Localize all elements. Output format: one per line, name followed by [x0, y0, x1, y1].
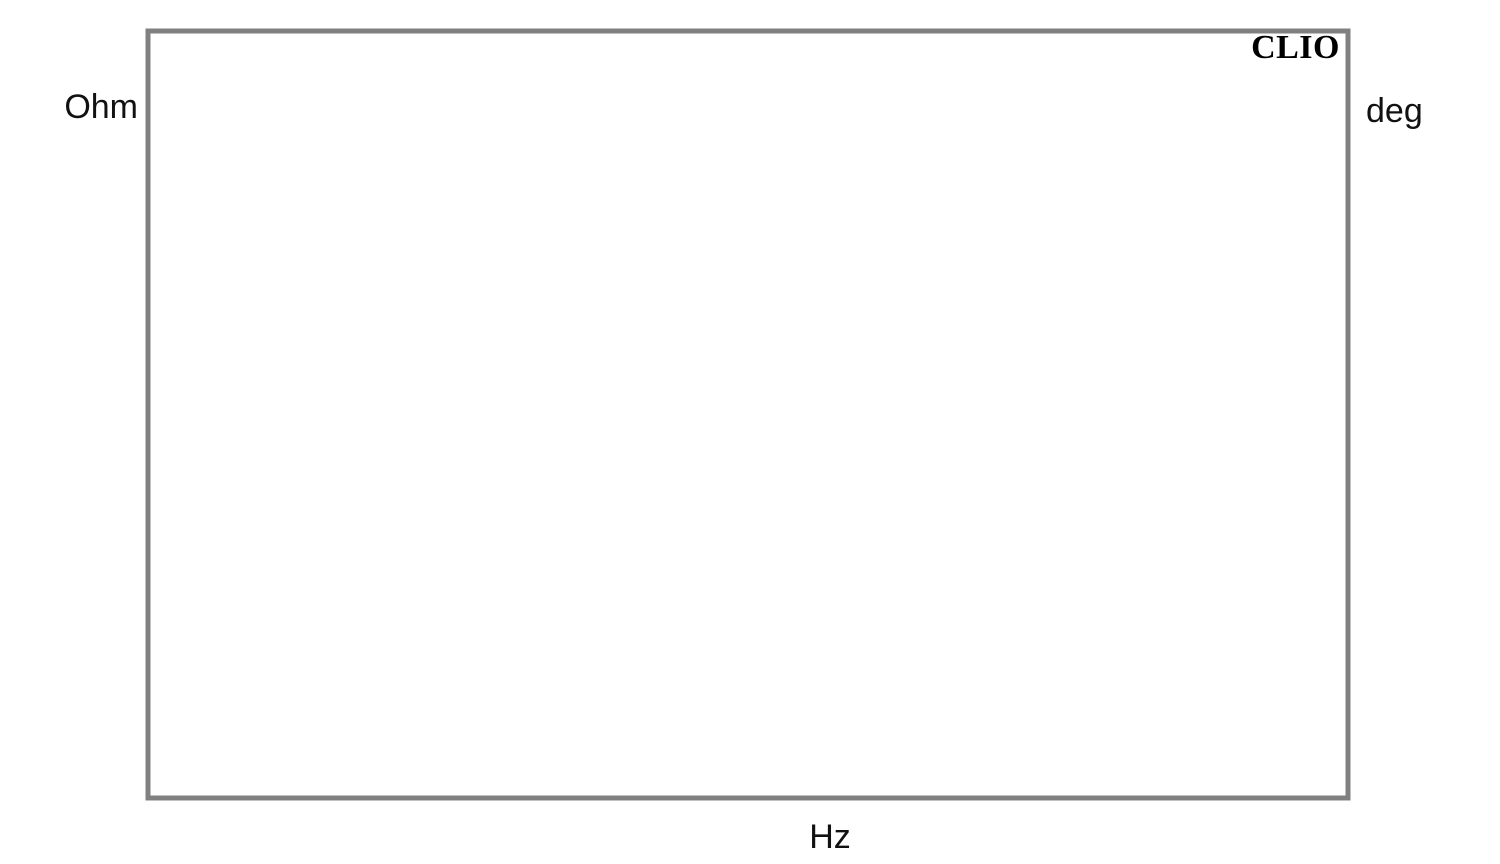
clio-brand-label: CLIO	[1251, 29, 1340, 66]
left-axis-unit-label: Ohm	[64, 88, 138, 126]
x-axis-unit-label: Hz	[809, 818, 851, 856]
right-axis-unit-label: deg	[1366, 92, 1423, 130]
plot-frame	[145, 28, 1351, 801]
